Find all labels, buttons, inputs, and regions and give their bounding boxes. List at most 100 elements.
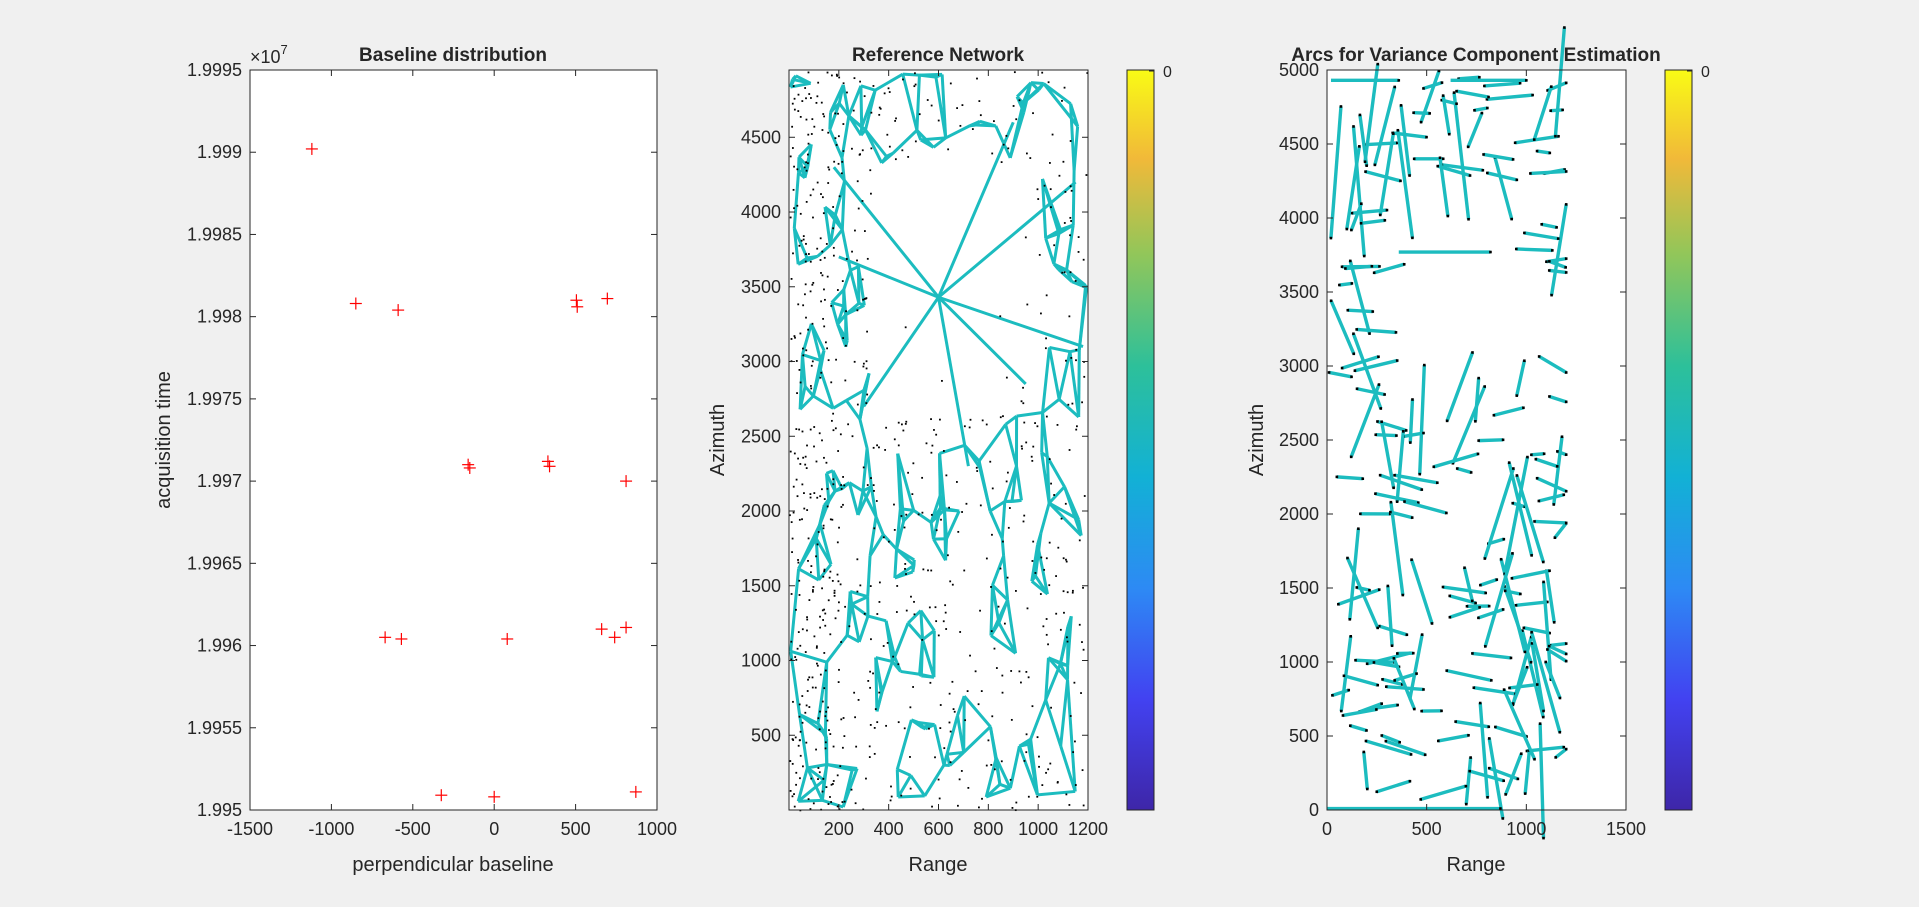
network-point (805, 741, 808, 744)
network-point (812, 188, 815, 191)
network-point (895, 117, 897, 120)
y-tick-label: 1000 (741, 651, 781, 671)
variance-arc (1477, 607, 1504, 620)
network-point (904, 567, 906, 570)
network-point (930, 513, 933, 516)
network-point (914, 140, 917, 143)
network-arc (829, 228, 844, 247)
arc-endpoint (1538, 722, 1542, 725)
network-point (979, 114, 982, 117)
colorbar-tick-label: 0 (1701, 64, 1710, 81)
network-point (1048, 584, 1051, 587)
variance-arc (1553, 27, 1567, 137)
network-arc (895, 769, 900, 798)
arc-endpoint (1423, 753, 1427, 757)
network-point (885, 426, 888, 429)
network-point (839, 765, 842, 768)
arc-endpoint (1441, 157, 1445, 161)
arc-endpoint (1499, 807, 1502, 810)
axis-ticks: 0 500 1000 15000500100015002000250030003500… (1279, 60, 1646, 839)
network-point (1025, 441, 1028, 444)
network-arc (1058, 615, 1073, 665)
network-arc (1015, 81, 1033, 98)
network-point (918, 113, 921, 116)
network-arc (874, 516, 885, 536)
network-point (909, 787, 912, 790)
network-point (935, 433, 938, 436)
network-point (816, 181, 819, 184)
network-arc (1069, 348, 1080, 354)
arc-endpoint (1485, 97, 1489, 101)
network-point (817, 767, 820, 769)
variance-arc (1526, 745, 1564, 753)
network-point (955, 481, 958, 483)
arc-endpoint (1530, 630, 1533, 634)
x-tick-label: -1500 (227, 819, 273, 839)
network-point (989, 460, 992, 463)
network-point (834, 427, 837, 430)
network-point (821, 790, 824, 793)
network-point (799, 381, 802, 384)
network-arc (823, 206, 844, 231)
network-point (1015, 118, 1018, 121)
network-point (929, 681, 932, 684)
variance-arc (1360, 218, 1386, 225)
network-arc (962, 725, 992, 754)
variance-arc (1502, 688, 1537, 760)
network-point (809, 493, 812, 495)
arc-endpoint (1393, 679, 1396, 682)
arc-endpoint (1374, 492, 1377, 495)
network-point (821, 609, 824, 612)
arc-endpoint (1562, 745, 1566, 749)
arc-endpoint (1464, 802, 1468, 806)
reference-network-plot[interactable]: 200 400 600 800 1000 120050010001500200025003… (707, 45, 1172, 876)
network-point (816, 662, 818, 665)
network-point (1063, 86, 1066, 89)
arc-endpoint (1423, 363, 1426, 367)
network-point (904, 326, 907, 329)
arc-endpoint (1331, 694, 1334, 697)
network-arcs (789, 71, 1089, 812)
network-point (1023, 760, 1026, 762)
network-point (805, 161, 808, 164)
network-point (1050, 482, 1052, 485)
x-tick-label: 0 (1322, 819, 1332, 839)
network-point (1026, 607, 1029, 610)
network-arc (1027, 738, 1033, 745)
arc-endpoint (1474, 419, 1477, 423)
network-point (1005, 480, 1008, 483)
network-point (816, 543, 819, 546)
network-arc (1063, 486, 1083, 537)
arc-endpoint (1535, 476, 1539, 480)
arc-endpoint (1542, 560, 1545, 564)
network-point (985, 764, 988, 767)
network-point (839, 433, 842, 436)
network-point (1077, 236, 1080, 238)
network-point (821, 250, 824, 253)
arc-endpoint (1512, 467, 1515, 470)
network-point (893, 529, 896, 531)
arc-endpoint (1537, 499, 1541, 503)
network-point (836, 573, 839, 576)
baseline-distribution-plot[interactable]: -1500 -1000 -500 0 500 10001.9951.99551.9961.… (153, 42, 677, 876)
network-arc (1004, 423, 1018, 467)
network-point (967, 786, 970, 789)
network-arc (1057, 268, 1073, 283)
network-point (978, 100, 981, 102)
network-point (951, 583, 954, 586)
network-arc (829, 84, 845, 113)
arc-endpoint (1552, 503, 1556, 506)
network-point (1045, 415, 1048, 418)
variance-arc (1347, 308, 1373, 314)
network-arc (909, 774, 926, 797)
network-point (805, 349, 808, 352)
network-point (828, 168, 831, 171)
network-point (930, 451, 933, 454)
arc-endpoint (1364, 170, 1367, 173)
variance-arcs-plot[interactable]: 0 500 1000 15000500100015002000250030003500… (1246, 26, 1710, 876)
network-point (1018, 99, 1021, 102)
network-point (1082, 804, 1085, 807)
network-point (802, 347, 804, 350)
network-point (875, 500, 878, 502)
